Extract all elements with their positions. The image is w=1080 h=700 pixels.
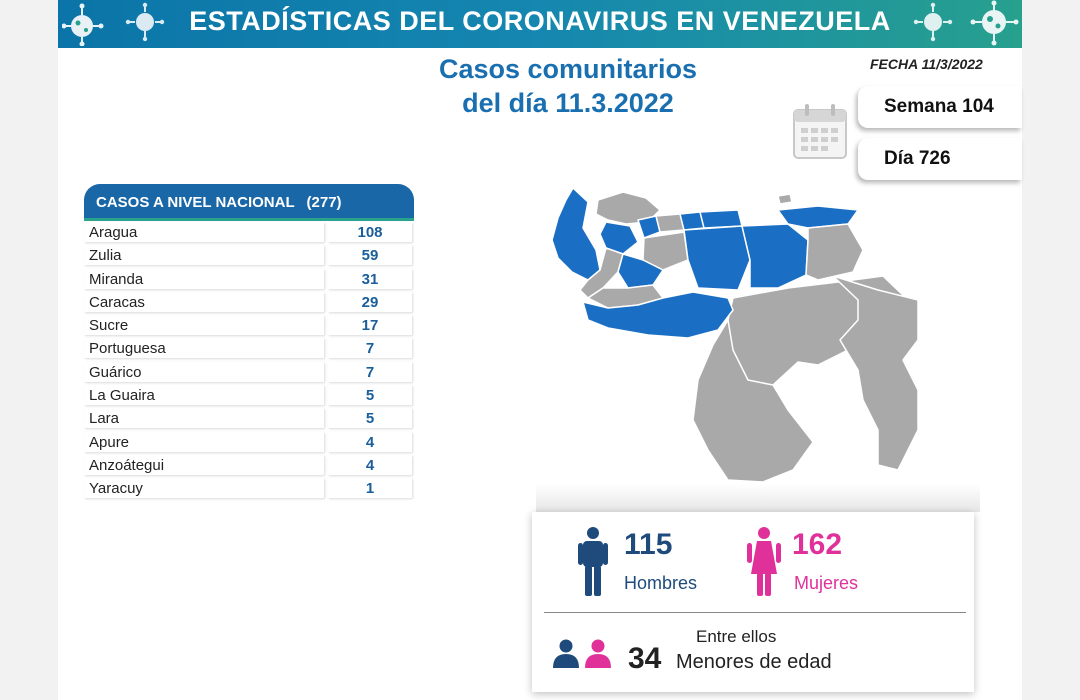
virus-icon — [62, 3, 104, 46]
table-row: Miranda 31 — [84, 268, 414, 291]
national-cases-header: CASOS A NIVEL NACIONAL (277) — [84, 184, 414, 221]
calendar-icon — [793, 104, 847, 159]
national-cases-total: (277) — [306, 194, 342, 211]
cases-table: Aragua 108 Zulia 59 Miranda 31 Caracas 29 Sucre 1… — [84, 221, 414, 501]
virus-icon — [125, 2, 165, 42]
table-row: Caracas 29 — [84, 291, 414, 314]
national-cases-heading: CASOS A NIVEL NACIONAL — [96, 194, 295, 211]
women-count: 162 — [792, 528, 843, 561]
state-name: Caracas — [84, 291, 324, 312]
among-them-label: Entre ellos — [696, 627, 777, 646]
table-row: Guárico 7 — [84, 361, 414, 384]
table-row: Lara 5 — [84, 407, 414, 430]
state-name: Miranda — [84, 268, 324, 289]
week-pill: Semana 104 — [858, 86, 1022, 128]
title-line-1: Casos comunitarios — [438, 54, 698, 84]
state-name: La Guaira — [84, 385, 324, 406]
state-name: Guárico — [84, 361, 324, 382]
state-cases: 29 — [328, 291, 412, 312]
state-name: Lara — [84, 408, 324, 429]
men-count: 115 — [624, 528, 673, 561]
table-row: Anzoátegui 4 — [84, 454, 414, 477]
map-region-miranda — [699, 209, 743, 229]
table-row: Portuguesa 7 — [84, 337, 414, 360]
map-region-apure — [582, 291, 734, 339]
stats-divider — [544, 612, 966, 613]
table-row: Sucre 17 — [84, 314, 414, 337]
banner-title: ESTADÍSTICAS DEL CORONAVIRUS EN VENEZUEL… — [189, 6, 891, 36]
minors-label: Menores de edad — [676, 651, 832, 673]
map-region-amazonas — [692, 319, 814, 483]
man-icon — [578, 527, 608, 596]
state-cases: 59 — [328, 245, 412, 266]
map-region-delta — [832, 275, 918, 471]
woman-icon — [747, 527, 781, 596]
virus-icon — [970, 0, 1019, 46]
state-cases: 4 — [328, 454, 412, 475]
state-cases: 4 — [328, 431, 412, 452]
state-cases: 17 — [328, 315, 412, 336]
state-cases: 7 — [328, 338, 412, 359]
map-region-cojedes — [642, 231, 689, 271]
state-name: Portuguesa — [84, 338, 324, 359]
state-name: Zulia — [84, 245, 324, 266]
day-pill: Día 726 — [858, 138, 1022, 180]
title-line-2: del día 11.3.2022 — [462, 88, 674, 118]
map-region-guarico — [683, 225, 751, 291]
table-row: La Guaira 5 — [84, 384, 414, 407]
minors-count: 34 — [628, 642, 662, 675]
state-name: Sucre — [84, 315, 324, 336]
map-region-zulia — [551, 187, 601, 281]
map-region-anzoategui — [741, 223, 809, 289]
state-cases: 7 — [328, 361, 412, 382]
state-cases: 5 — [328, 408, 412, 429]
map-region-carabobo — [655, 213, 685, 233]
virus-icon — [913, 2, 953, 42]
stats-platform — [536, 484, 980, 512]
state-name: Apure — [84, 431, 324, 452]
state-name: Aragua — [84, 222, 324, 242]
table-row: Apure 4 — [84, 431, 414, 454]
state-cases: 5 — [328, 385, 412, 406]
table-row: Yaracuy 1 — [84, 477, 414, 500]
map-region-nueva-esparta — [777, 193, 793, 205]
page-title: Casos comunitarios del día 11.3.2022 — [358, 52, 778, 120]
infographic: ESTADÍSTICAS DEL CORONAVIRUS EN VENEZUEL… — [58, 0, 1022, 700]
venezuela-map — [551, 187, 918, 483]
state-cases: 31 — [328, 268, 412, 289]
table-row: Aragua 108 — [84, 221, 414, 244]
table-row: Zulia 59 — [84, 244, 414, 267]
children-icon — [553, 639, 611, 668]
women-label: Mujeres — [794, 573, 859, 593]
state-cases: 1 — [328, 478, 412, 499]
men-label: Hombres — [624, 573, 698, 593]
state-name: Anzoátegui — [84, 454, 324, 475]
map-region-monagas — [805, 223, 864, 281]
date-label: FECHA 11/3/2022 — [870, 56, 983, 72]
state-name: Yaracuy — [84, 478, 324, 499]
banner: ESTADÍSTICAS DEL CORONAVIRUS EN VENEZUEL… — [58, 0, 1022, 48]
state-cases: 108 — [328, 222, 412, 242]
